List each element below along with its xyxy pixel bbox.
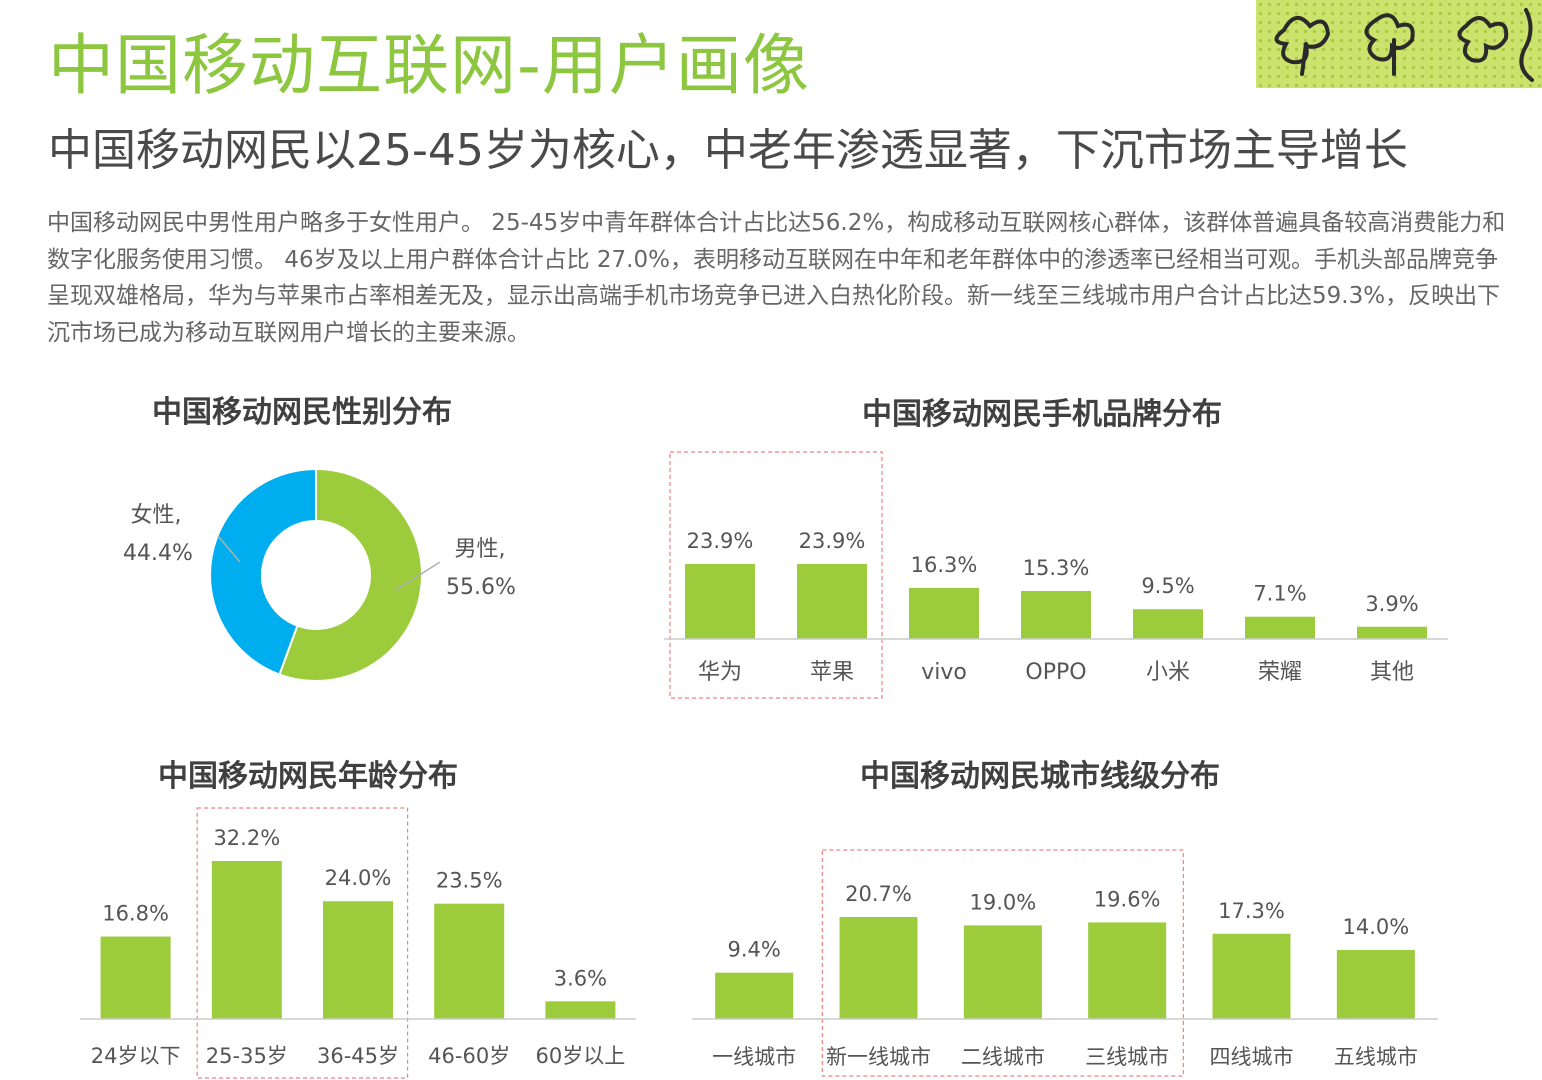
age-chart-title: 中国移动网民年龄分布 [158,759,458,794]
bar-5 [1245,616,1315,639]
bar-0 [685,564,755,639]
highlight-box [669,451,883,699]
category-label-0: 华为 [698,660,742,685]
value-label-0: 16.8% [102,902,169,926]
slice-label-male: 男性, [455,537,506,562]
category-label-6: 其他 [1370,660,1414,685]
value-label-2: 19.0% [969,890,1036,914]
donut-slices [209,467,423,682]
value-label-4: 3.6% [554,966,607,990]
value-label-4: 17.3% [1218,899,1285,923]
bar-6 [1357,626,1427,639]
category-label-1: 25-35岁 [206,1044,288,1068]
category-label-2: 36-45岁 [317,1044,399,1068]
value-label-3: 15.3% [1023,556,1090,580]
value-label-6: 3.9% [1365,592,1418,616]
highlight-box [196,807,409,1079]
gender-donut-chart: 女性, 44.4% 男性, 55.6% [123,467,516,682]
category-label-4: 小米 [1146,660,1190,685]
category-label-3: OPPO [1025,660,1086,685]
slice-label-female: 女性, [131,503,182,528]
decor-corner [1256,0,1542,88]
value-label-2: 16.3% [911,553,978,577]
bar-0 [100,936,171,1019]
slice-value-male: 55.6% [446,575,516,600]
highlight-box [821,849,1184,1077]
age-bar-chart: 16.8% 24岁以下 32.2% 25-35岁 24.0% 36-45岁 23.5% 46-… [80,807,636,1079]
category-label-5: 五线城市 [1334,1045,1418,1069]
bar-1 [839,917,918,1019]
value-label-1: 32.2% [213,826,280,850]
city-chart-title: 中国移动网民城市线级分布 [860,759,1220,794]
bar-3 [1021,590,1091,639]
bar-3 [434,903,505,1019]
city-bar-chart: 9.4% 一线城市 20.7% 新一线城市 19.0% 二线城市 19.6% 三线城市 17.3… [692,849,1438,1077]
category-label-0: 一线城市 [712,1045,796,1069]
page-subtitle: 中国移动网民以25-45岁为核心，中老年渗透显著，下沉市场主导增长 [48,125,1408,176]
slice-value-female: 44.4% [123,541,193,566]
donut-leader-lines [217,535,441,591]
donut-slice-0 [278,467,423,682]
page-title: 中国移动互联网-用户画像 [48,27,810,104]
bar-5 [1336,950,1415,1019]
value-label-5: 14.0% [1342,915,1409,939]
bar-4 [545,1001,616,1019]
category-label-1: 苹果 [810,660,854,685]
bar-1 [797,564,867,639]
value-label-3: 19.6% [1094,887,1161,911]
bar-0 [715,972,794,1019]
bar-2 [963,925,1042,1019]
leader-line-female [217,535,241,563]
bar-4 [1133,609,1203,639]
category-label-2: vivo [921,660,967,685]
value-label-0: 23.9% [687,529,754,553]
category-label-1: 新一线城市 [826,1045,931,1069]
value-label-5: 7.1% [1253,582,1306,606]
category-label-4: 60岁以上 [536,1044,626,1068]
category-label-2: 二线城市 [961,1045,1045,1069]
leader-line-male [395,561,441,591]
category-label-5: 荣耀 [1258,660,1302,685]
bar-3 [1088,922,1167,1019]
value-label-1: 20.7% [845,882,912,906]
category-label-4: 四线城市 [1210,1045,1294,1069]
gender-chart-title: 中国移动网民性别分布 [152,395,452,430]
value-label-1: 23.9% [799,529,866,553]
bar-1 [211,861,282,1019]
value-label-3: 23.5% [436,869,503,893]
bar-4 [1212,933,1291,1019]
category-label-0: 24岁以下 [91,1044,181,1068]
value-label-0: 9.4% [727,938,780,962]
value-label-2: 24.0% [325,866,392,890]
category-label-3: 46-60岁 [428,1044,510,1068]
bar-2 [323,901,393,1019]
bar-2 [909,587,979,639]
brand-bar-chart: 23.9% 华为 23.9% 苹果 16.3% vivo 15.3% OPPO 9.5% 小米 7.… [664,451,1448,699]
brand-chart-title: 中国移动网民手机品牌分布 [862,397,1222,432]
donut-slice-1 [209,467,317,676]
summary-paragraph: 中国移动网民中男性用户略多于女性用户。 25-45岁中青年群体合计占比达56.2… [47,210,1506,346]
value-label-4: 9.5% [1141,574,1194,598]
category-label-3: 三线城市 [1085,1045,1169,1069]
clover-doodle-icon [1274,8,1534,82]
